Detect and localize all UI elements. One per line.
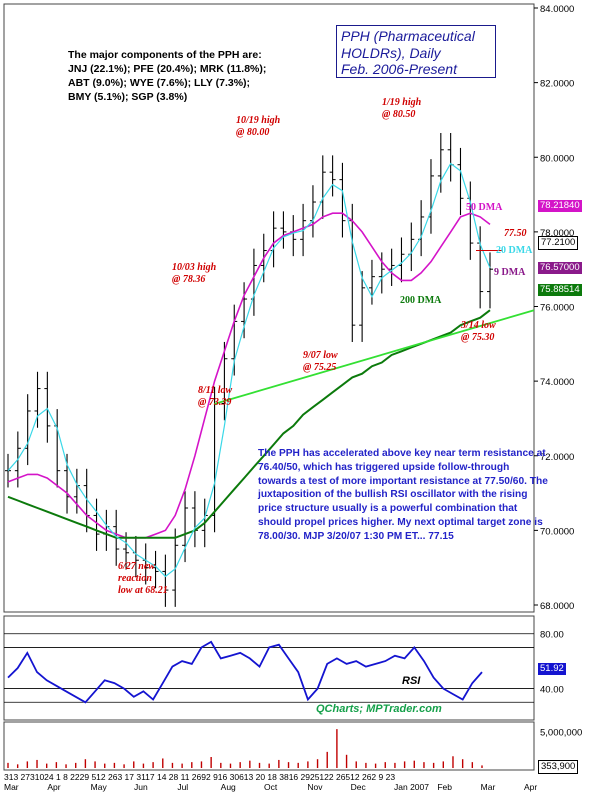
ann-line: @ 75.25 xyxy=(303,362,337,373)
ann-line: reaction xyxy=(118,573,152,584)
ann-line: 10/03 high xyxy=(172,262,217,273)
rsi-path xyxy=(7,640,483,704)
price-tick-label: 82.0000 xyxy=(540,79,574,90)
date-month-label: Mar xyxy=(4,782,19,792)
volume-value-tag: 353,900 xyxy=(538,760,579,774)
volume-tick-label: 5,000,000 xyxy=(540,727,582,738)
moving-averages xyxy=(7,162,535,578)
chart-title-line: HOLDRs), Daily xyxy=(341,44,441,61)
dma9-value-tag: 76.57000 xyxy=(538,262,582,274)
dma50-value-tag: 78.21840 xyxy=(538,200,582,212)
date-month-label: May xyxy=(91,782,108,792)
rsi-tick-label: 40.00 xyxy=(540,685,564,696)
ann-line: 6/27 new xyxy=(118,561,155,572)
ann-line: @ 80.50 xyxy=(382,109,416,120)
components-note: The major components of the PPH are: JNJ… xyxy=(68,48,328,104)
components-line: JNJ (22.1%); PFE (20.4%); MRK (11.8%); xyxy=(68,63,267,75)
low-0811-annotation: 8/11 low @ 73.39 xyxy=(198,385,232,409)
date-month-label: Jul xyxy=(177,782,188,792)
rising-trendline xyxy=(214,309,535,405)
rsi-tick-label: 80.00 xyxy=(540,630,564,641)
ann-line: 3/14 low xyxy=(461,320,496,331)
rsi-line xyxy=(7,640,483,704)
price-tick-label: 78.0000 xyxy=(540,228,574,239)
dma50-line xyxy=(7,212,491,539)
dma200-line xyxy=(7,309,491,539)
components-line: ABT (9.0%); WYE (7.6%); LLY (7.3%); xyxy=(68,77,251,89)
date-month-label: Apr xyxy=(524,782,537,792)
low-0907-annotation: 9/07 low @ 75.25 xyxy=(303,350,338,374)
dma9-label: 9 DMA xyxy=(494,267,526,278)
components-line: The major components of the PPH are: xyxy=(68,49,262,61)
date-month-label: Dec xyxy=(351,782,367,792)
price-panel xyxy=(3,3,535,613)
price-tick-label: 76.0000 xyxy=(540,303,574,314)
date-month-label: Feb xyxy=(437,782,452,792)
level-7750-label: 77.50 xyxy=(504,228,527,239)
date-month-label: Aug xyxy=(221,782,236,792)
components-line: BMY (5.1%); SGP (3.8%) xyxy=(68,91,188,103)
ann-line: low at 68.21 xyxy=(118,585,168,596)
chart-title-box: PPH (Pharmaceutical HOLDRs), Daily Feb. … xyxy=(336,25,496,78)
rsi-label: RSI xyxy=(402,675,421,687)
dma200-value-tag: 75.88514 xyxy=(538,284,582,296)
price-tick-label: 84.0000 xyxy=(540,4,574,15)
date-month-label: Nov xyxy=(307,782,323,792)
ann-line: @ 80.00 xyxy=(236,127,270,138)
ann-line: 9/07 low xyxy=(303,350,338,361)
price-tick-label: 80.0000 xyxy=(540,153,574,164)
price-tick-label: 70.0000 xyxy=(540,526,574,537)
low-0627-annotation: 6/27 new reaction low at 68.21 xyxy=(118,561,168,597)
rsi-value-tag: 51.92 xyxy=(538,663,566,675)
volume-panel xyxy=(3,721,535,771)
price-tick-label: 74.0000 xyxy=(540,377,574,388)
chart-title-line: PPH (Pharmaceutical xyxy=(341,28,475,44)
dma200-label: 200 DMA xyxy=(400,295,442,306)
high-0119-annotation: 1/19 high @ 80.50 xyxy=(382,97,421,121)
last-price-tag: 77.2100 xyxy=(538,236,579,250)
analyst-commentary: The PPH has accelerated above key near t… xyxy=(258,448,548,542)
ann-line: 8/11 low xyxy=(198,385,233,396)
dma50-label: 50 DMA xyxy=(466,202,503,213)
date-month-label: Jan 2007 xyxy=(394,782,429,792)
dma20-line xyxy=(7,162,491,578)
ann-line: @ 78.36 xyxy=(172,274,206,285)
date-month-label: Oct xyxy=(264,782,278,792)
rsi-panel xyxy=(3,615,535,721)
high-1003-annotation: 10/03 high @ 78.36 xyxy=(172,262,216,286)
chart-title-line: Feb. 2006-Present xyxy=(341,61,457,77)
ann-line: 10/19 high xyxy=(236,115,281,126)
ann-line: 1/19 high xyxy=(382,97,422,108)
volume-bars xyxy=(7,729,483,768)
date-month-label: Mar xyxy=(481,782,496,792)
ann-line: @ 73.39 xyxy=(198,397,232,408)
chart-credit: QCharts; MPTrader.com xyxy=(316,703,442,715)
date-day-labels: 313 2731024 1 8 2229 512 263 17 3117 14 … xyxy=(4,772,395,782)
low-0314-annotation: 3/14 low @ 75.30 xyxy=(461,320,496,344)
price-tick-label: 68.0000 xyxy=(540,601,574,612)
date-month-label: Jun xyxy=(134,782,148,792)
date-month-label: Apr xyxy=(47,782,60,792)
price-tick-label: 72.0000 xyxy=(540,452,574,463)
ann-line: @ 75.30 xyxy=(461,332,495,343)
dma20-label: 20 DMA xyxy=(496,245,533,256)
high-1019-annotation: 10/19 high @ 80.00 xyxy=(236,115,280,139)
